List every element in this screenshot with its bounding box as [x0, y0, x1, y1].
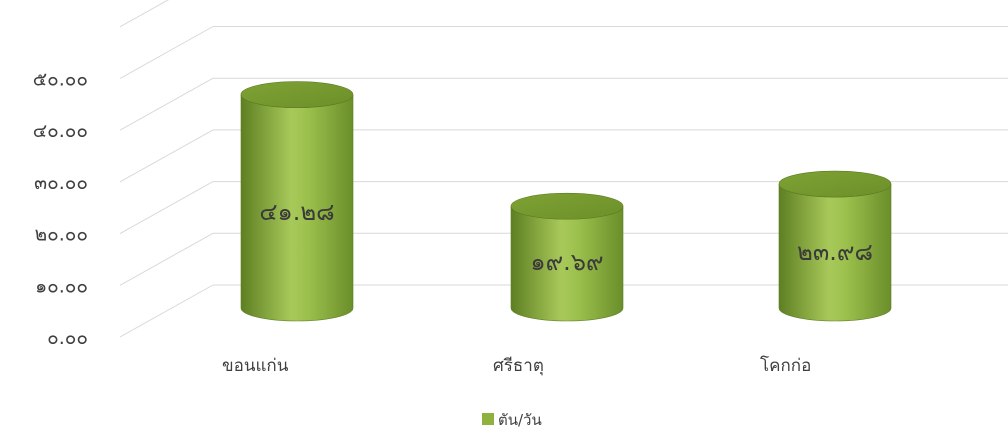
legend: ตัน/วัน — [482, 411, 542, 429]
x-tick-label: ศรีธาตุ — [493, 356, 544, 376]
data-label: ๒๓.๙๘ — [797, 238, 873, 266]
y-tick-label: ๐.๐๐ — [47, 327, 88, 349]
y-tick-label: ๔๐.๐๐ — [33, 120, 88, 142]
y-axis-ticks: ๐.๐๐ ๑๐.๐๐ ๒๐.๐๐ ๓๐.๐๐ ๔๐.๐๐ ๕๐.๐๐ — [33, 69, 88, 350]
legend-item: ตัน/วัน — [482, 411, 542, 429]
x-tick-label: ขอนแก่น — [222, 356, 289, 376]
y-tick-label: ๒๐.๐๐ — [35, 224, 88, 246]
gridline — [119, 77, 1008, 131]
data-label: ๑๙.๖๙ — [530, 248, 603, 276]
legend-swatch — [482, 413, 494, 425]
x-axis-ticks: ขอนแก่น ศรีธาตุ โคกก่อ — [222, 355, 811, 376]
gridline — [119, 26, 1008, 79]
y-tick-label: ๓๐.๐๐ — [34, 172, 88, 194]
bar — [778, 170, 892, 322]
data-label: ๔๑.๒๘ — [259, 198, 334, 226]
bar — [510, 192, 624, 322]
y-tick-label: ๑๐.๐๐ — [35, 275, 88, 297]
gridline — [119, 0, 169, 28]
bar — [240, 81, 354, 322]
x-tick-label: โคกก่อ — [760, 355, 811, 376]
y-tick-label: ๕๐.๐๐ — [33, 69, 88, 91]
legend-label: ตัน/วัน — [498, 411, 542, 429]
